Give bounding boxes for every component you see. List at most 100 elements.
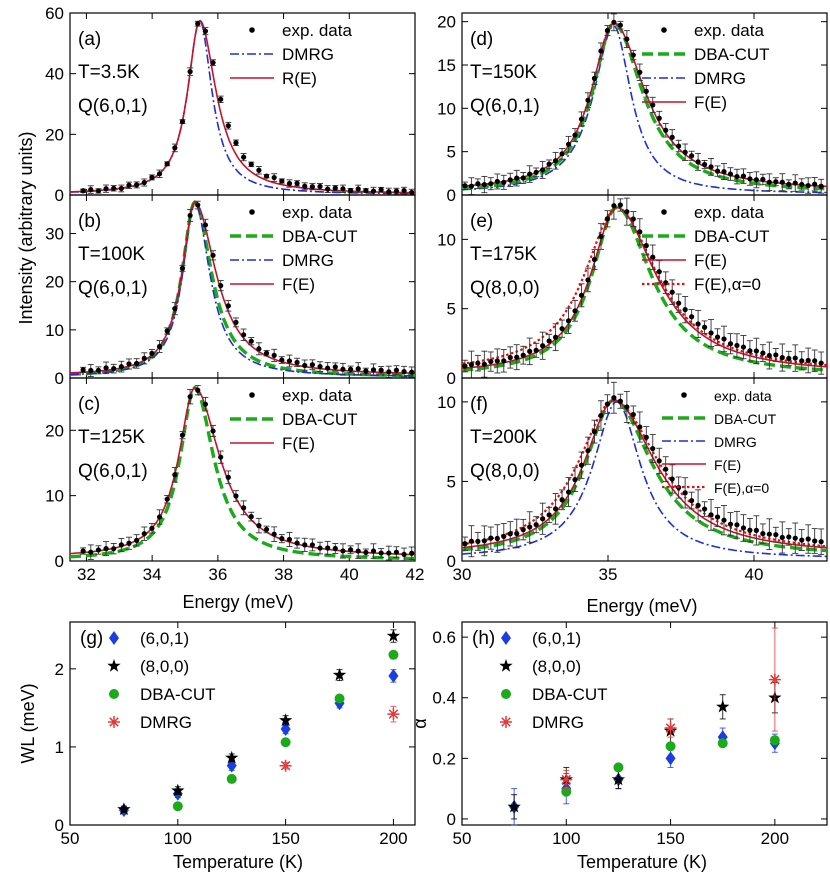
exp-data-point: [363, 187, 369, 194]
exp-data-point: [494, 358, 500, 364]
xtick-label: 100: [552, 829, 580, 848]
exp-data-point: [332, 364, 338, 370]
exp-data-point: [370, 188, 377, 194]
legend-label: (8,0,0): [532, 657, 581, 676]
exp-data-point: [233, 493, 239, 499]
curve-dba-cut: [70, 200, 415, 378]
exp-data-point: [805, 357, 811, 364]
exp-data-point: [156, 171, 163, 177]
exp-data-point: [721, 517, 727, 523]
exp-data-point: [591, 256, 598, 263]
exp-data-point: [514, 354, 520, 360]
exp-data-point: [309, 542, 315, 548]
exp-data-point: [533, 169, 539, 175]
q-vector-label: Q(8,0,0): [470, 461, 540, 482]
exp-data-point: [546, 512, 552, 518]
q-vector-label: Q(6,0,1): [78, 461, 148, 482]
exp-data-point: [468, 362, 474, 368]
exp-data-point: [95, 188, 102, 194]
exp-data-point: [514, 175, 520, 181]
exp-data-point: [565, 318, 572, 324]
exp-data-point: [294, 180, 300, 186]
exp-data-point: [248, 338, 254, 344]
ytick-label: 10: [437, 99, 456, 118]
ytick-label: 0: [55, 552, 64, 571]
exp-data-point: [514, 530, 520, 537]
exp-data-point: [766, 531, 772, 537]
legend-marker-exp: [661, 27, 667, 33]
exp-data-point: [355, 186, 361, 192]
exp-data-point: [88, 549, 94, 555]
exp-data-point: [527, 524, 533, 530]
exp-data-point: [786, 181, 792, 187]
exp-data-point: [818, 360, 824, 366]
xtick-label: 42: [406, 565, 425, 584]
exp-data-point: [637, 229, 643, 235]
legend-label: F(E),α=0: [694, 275, 761, 294]
exp-data-point: [701, 506, 708, 512]
exp-data-point: [488, 181, 494, 187]
exp-data-point: [468, 538, 474, 544]
exp-data-point: [134, 182, 140, 188]
xtick-label: 36: [208, 565, 227, 584]
plot-area: [462, 381, 827, 558]
exp-data-point: [520, 175, 526, 181]
exp-data-point: [225, 474, 231, 480]
legend-label: (8,0,0): [140, 657, 189, 676]
exp-data-point: [218, 454, 224, 460]
exp-data-point: [818, 539, 824, 545]
exp-data-point: [617, 22, 623, 28]
exp-data-point: [669, 476, 675, 482]
exp-data-point: [462, 541, 468, 547]
exp-data-point: [779, 534, 785, 541]
exp-data-point: [611, 19, 617, 25]
exp-data-point: [727, 341, 734, 347]
exp-data-point: [792, 180, 798, 186]
exp-data-point: [279, 357, 285, 363]
plot-area: [70, 200, 415, 378]
exp-data-point: [656, 458, 662, 464]
ytick-label: 20: [45, 421, 64, 440]
xtick-label: 30: [453, 565, 472, 584]
exp-data-point: [494, 535, 500, 542]
exp-data-point: [546, 338, 552, 344]
curve-dmrg: [462, 401, 827, 558]
ytick-label: 0.6: [432, 628, 456, 647]
exp-data-point: [520, 352, 526, 358]
plot-area: [70, 19, 415, 195]
point-circle: [226, 773, 237, 784]
point-diamond: [388, 668, 399, 683]
legend-label: R(E): [282, 69, 317, 88]
point-circle: [172, 801, 183, 812]
exp-data-point: [766, 352, 772, 359]
point-asterisk: [560, 773, 573, 786]
exp-data-point: [656, 115, 662, 121]
exp-data-point: [225, 123, 231, 129]
xtick-label: 200: [379, 829, 407, 848]
exp-data-point: [393, 549, 400, 555]
ytick-label: 5: [447, 472, 456, 491]
exp-data-point: [279, 536, 285, 542]
exp-data-point: [714, 334, 721, 340]
exp-data-point: [141, 179, 147, 186]
xtick-label: 35: [599, 565, 618, 584]
ytick-label: 10: [45, 487, 64, 506]
exp-data-point: [286, 358, 293, 364]
point-circle: [561, 786, 572, 797]
panel-label: (f): [470, 394, 488, 415]
exp-data-point: [347, 547, 354, 553]
legend-label: exp. data: [694, 203, 764, 222]
exp-data-point: [630, 216, 636, 222]
exp-data-point: [172, 145, 178, 151]
exp-data-point: [734, 342, 740, 349]
exp-data-point: [507, 177, 513, 183]
exp-data-point: [195, 202, 201, 208]
exp-data-point: [740, 525, 747, 531]
ytick-label: 20: [45, 125, 64, 144]
legend-label: DBA-CUT: [532, 685, 608, 704]
exp-data-point: [650, 102, 656, 108]
legend-marker-diamond: [109, 631, 119, 645]
exp-data-point: [805, 182, 811, 189]
point-star: [225, 750, 239, 764]
exp-data-point: [792, 535, 798, 541]
